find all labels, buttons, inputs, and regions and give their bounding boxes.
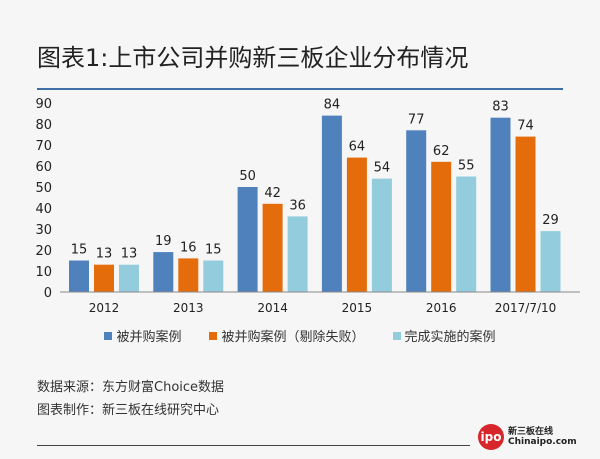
bar (69, 260, 89, 292)
data-label: 15 (71, 243, 88, 258)
bar (153, 252, 174, 292)
chinaipo-logo: ipo 新三板在线 Chinaipo.com (478, 424, 577, 450)
y-tick-label: 10 (35, 265, 52, 280)
chart-title: 图表1:上市公司并购新三板企业分布情况 (37, 44, 469, 72)
legend-label: 被并购案例 (116, 330, 182, 345)
bar (321, 115, 342, 292)
data-label: 36 (289, 198, 306, 213)
legend-item: 被并购案例（剔除失败） (209, 326, 365, 345)
legend-label: 被并购案例（剔除失败） (221, 330, 365, 345)
bar (237, 187, 258, 292)
bar (119, 264, 139, 292)
x-tick-label: 2012 (89, 301, 120, 315)
bar (515, 136, 536, 292)
legend-swatch (209, 331, 218, 340)
data-label: 55 (458, 159, 475, 174)
legend-label: 完成实施的案例 (404, 330, 496, 345)
legend: 被并购案例 被并购案例（剔除失败） 完成实施的案例 (0, 326, 600, 345)
y-tick-label: 60 (35, 160, 52, 175)
data-label: 13 (121, 247, 138, 262)
chart-maker: 图表制作：新三板在线研究中心 (37, 403, 220, 418)
logo-site: Chinaipo.com (508, 437, 577, 447)
x-tick-label: 2016 (426, 301, 457, 315)
legend-swatch (392, 331, 401, 340)
data-label: 16 (180, 240, 197, 255)
bar (490, 117, 511, 292)
legend-item: 完成实施的案例 (392, 326, 496, 345)
y-tick-label: 40 (35, 202, 52, 217)
data-label: 29 (542, 213, 559, 228)
bar (203, 260, 224, 292)
data-label: 64 (349, 140, 366, 155)
data-label: 83 (492, 100, 509, 115)
logo-name: 新三板在线 (508, 427, 554, 437)
logo-mark: ipo (478, 424, 504, 450)
y-tick-label: 90 (35, 97, 52, 112)
legend-item: 被并购案例 (104, 326, 181, 345)
bar (540, 231, 561, 292)
x-tick-label: 2015 (342, 301, 373, 315)
data-source: 数据来源：东方财富Choice数据 (37, 380, 225, 395)
bar-chart: 0 10 20 30 40 50 60 70 80 90 15 13 13 2012 19 16 15 2013 5… (35, 97, 580, 315)
y-tick-label: 20 (35, 244, 52, 259)
data-label: 62 (433, 144, 450, 159)
bar (262, 203, 283, 292)
bar (431, 161, 452, 292)
bar (371, 178, 392, 292)
y-tick-label: 50 (35, 181, 52, 196)
y-tick-label: 70 (35, 139, 52, 154)
bar (456, 176, 477, 292)
footer-divider (37, 445, 470, 446)
data-label: 19 (155, 234, 172, 249)
x-tick-label: 2014 (257, 301, 288, 315)
data-label: 42 (264, 186, 281, 201)
data-label: 54 (374, 161, 391, 176)
title-divider (37, 88, 563, 90)
data-label: 77 (408, 112, 425, 127)
y-tick-label: 80 (35, 118, 52, 133)
bar (94, 264, 114, 292)
data-label: 50 (239, 169, 256, 184)
bar (178, 258, 199, 292)
data-label: 13 (96, 247, 113, 262)
bar (406, 130, 427, 292)
data-label: 84 (324, 98, 341, 113)
y-tick-label: 0 (44, 286, 52, 301)
bar (346, 157, 367, 292)
legend-swatch (104, 331, 113, 340)
bar (287, 216, 308, 292)
data-label: 74 (517, 119, 534, 134)
x-tick-label: 2017/7/10 (495, 301, 557, 315)
data-label: 15 (205, 243, 222, 258)
y-tick-label: 30 (35, 223, 52, 238)
x-tick-label: 2013 (173, 301, 204, 315)
